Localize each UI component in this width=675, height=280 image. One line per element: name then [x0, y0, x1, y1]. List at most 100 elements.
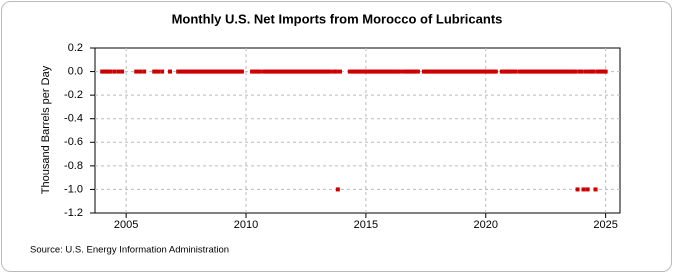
- data-point: [215, 69, 220, 74]
- data-point: [509, 69, 514, 74]
- x-tick-label: 2010: [234, 219, 258, 231]
- data-point: [239, 69, 244, 74]
- data-point: [449, 69, 454, 74]
- data-point: [180, 69, 185, 74]
- data-point: [335, 187, 340, 192]
- data-point: [160, 69, 165, 74]
- data-point: [461, 69, 466, 74]
- data-point: [281, 69, 286, 74]
- data-point: [415, 69, 420, 74]
- data-point: [134, 69, 139, 74]
- data-point: [397, 69, 402, 74]
- data-point: [287, 69, 292, 74]
- data-point: [569, 69, 574, 74]
- x-tick-label: 2020: [474, 219, 498, 231]
- data-point: [299, 69, 304, 74]
- data-point: [311, 69, 316, 74]
- data-point: [323, 69, 328, 74]
- x-tick-label: 2015: [354, 219, 378, 231]
- data-point: [401, 69, 406, 74]
- data-point: [333, 69, 338, 74]
- data-point: [593, 187, 598, 192]
- data-point: [521, 69, 526, 74]
- data-point: [359, 69, 364, 74]
- data-point: [599, 69, 604, 74]
- data-point: [413, 69, 418, 74]
- data-point: [108, 69, 113, 74]
- y-tick-label: -0.6: [64, 136, 83, 148]
- data-point: [317, 69, 322, 74]
- data-point: [575, 187, 580, 192]
- data-point: [138, 69, 143, 74]
- data-point: [603, 69, 608, 74]
- data-point: [455, 69, 460, 74]
- x-tick-label: 2005: [114, 219, 138, 231]
- data-point: [275, 69, 280, 74]
- data-point: [587, 69, 592, 74]
- data-point: [338, 69, 342, 74]
- data-point: [116, 69, 121, 74]
- y-tick-label: -0.4: [64, 113, 83, 125]
- y-tick-label: 0.0: [68, 65, 83, 77]
- data-point: [579, 69, 584, 74]
- data-point: [581, 187, 586, 192]
- y-tick-label: -0.2: [64, 89, 83, 101]
- data-point: [467, 69, 472, 74]
- data-point: [407, 69, 412, 74]
- y-tick-label: -1.2: [64, 207, 83, 219]
- data-point: [585, 187, 590, 192]
- data-point: [395, 69, 400, 74]
- data-point: [533, 69, 538, 74]
- data-point: [327, 69, 332, 74]
- data-point: [221, 69, 226, 74]
- data-point: [293, 69, 298, 74]
- data-point: [156, 69, 161, 74]
- data-point: [112, 69, 117, 74]
- data-point: [347, 69, 352, 74]
- data-point: [431, 69, 436, 74]
- data-point: [473, 69, 478, 74]
- data-point: [573, 69, 578, 74]
- data-point: [479, 69, 484, 74]
- y-axis-label: Thousand Barrels per Day: [40, 65, 52, 194]
- data-point: [269, 69, 274, 74]
- data-point: [192, 69, 197, 74]
- data-point: [263, 69, 268, 74]
- data-point: [377, 69, 382, 74]
- data-point: [371, 69, 376, 74]
- data-point: [539, 69, 544, 74]
- data-point: [527, 69, 532, 74]
- chart-frame: [1, 1, 672, 272]
- data-point: [227, 69, 232, 74]
- data-point: [437, 69, 442, 74]
- chart-title: Monthly U.S. Net Imports from Morocco of…: [172, 11, 503, 26]
- data-point: [563, 69, 568, 74]
- data-point: [493, 69, 498, 74]
- data-point: [198, 69, 202, 74]
- data-point: [305, 69, 310, 74]
- data-point: [583, 69, 588, 74]
- y-tick-label: -1.0: [64, 183, 83, 195]
- y-tick-label: -0.8: [64, 160, 83, 172]
- source-note: Source: U.S. Energy Information Administ…: [30, 245, 229, 256]
- data-point: [545, 69, 550, 74]
- data-point: [203, 69, 208, 74]
- data-point: [389, 69, 394, 74]
- data-point: [551, 69, 556, 74]
- data-point: [513, 69, 518, 74]
- data-point: [233, 69, 238, 74]
- data-point: [209, 69, 214, 74]
- data-point: [485, 69, 490, 74]
- data-point: [257, 69, 262, 74]
- x-tick-label: 2025: [593, 219, 617, 231]
- data-point: [186, 69, 191, 74]
- data-point: [102, 69, 107, 74]
- data-point: [503, 69, 508, 74]
- plot-frame: [94, 47, 621, 214]
- data-point: [491, 69, 496, 74]
- data-point: [120, 69, 125, 74]
- data-point: [383, 69, 388, 74]
- data-point: [557, 69, 562, 74]
- y-tick-label: 0.2: [68, 42, 83, 54]
